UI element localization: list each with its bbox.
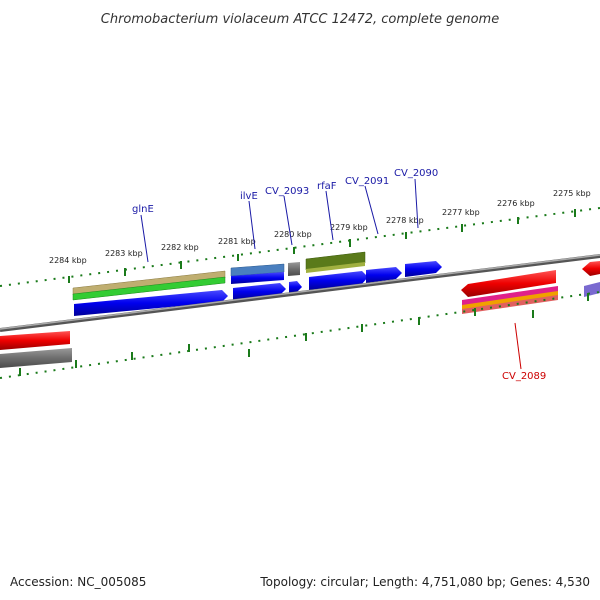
- tick-label: 2275 kbp: [553, 189, 591, 198]
- olive-lower-band: [306, 262, 365, 273]
- tick-label: 2284 kbp: [49, 256, 87, 265]
- gene-label-cv2090: CV_2090: [394, 168, 438, 179]
- tick-label: 2282 kbp: [161, 243, 199, 252]
- glnE-cds-arrow: [74, 290, 228, 316]
- purple-band-feature: [584, 282, 600, 297]
- tick-label: 2280 kbp: [274, 230, 312, 239]
- tick-label: 2281 kbp: [218, 237, 256, 246]
- genome-backbone: [0, 254, 600, 332]
- page-title: Chromobacterium violaceum ATCC 12472, co…: [101, 12, 499, 27]
- forward-cds-arrows: [74, 261, 442, 316]
- gene-leader-lines: [140, 178, 522, 370]
- tick-label: 2283 kbp: [105, 249, 143, 258]
- right-edge-red-arrow: [582, 261, 600, 276]
- leader-glnE: [140, 214, 149, 263]
- accession-text: Accession: NC_005085: [10, 575, 146, 589]
- orange-band-feature: [462, 291, 558, 310]
- reverse-cds-arrows: [0, 261, 600, 368]
- gene-label-ilvE: ilvE: [240, 191, 258, 202]
- tick-label: 2279 kbp: [330, 223, 368, 232]
- cv2090-cds-arrow: [405, 261, 442, 277]
- cv2093-cds-arrow: [289, 281, 302, 293]
- upper-tick-track: [0, 207, 600, 287]
- backbone-line-inner: [0, 254, 600, 330]
- cv2091-cds-arrow: [366, 267, 402, 283]
- gray-band-feature: [288, 262, 300, 276]
- left-gray-band-feature: [0, 348, 72, 368]
- leader-cv2091: [364, 185, 379, 235]
- blue-band-under-steel: [231, 272, 284, 284]
- gene-label-cv2093: CV_2093: [265, 186, 309, 197]
- genome-summary-text: Topology: circular; Length: 4,751,080 bp…: [259, 575, 590, 589]
- gene-label-cv2091: CV_2091: [345, 176, 389, 187]
- leader-cv2093: [283, 195, 293, 246]
- backbone-line-outer: [0, 254, 600, 332]
- rfaF-cds-arrow: [309, 271, 368, 290]
- gene-label-rfaF: rfaF: [317, 181, 337, 192]
- leader-ilvE: [248, 200, 256, 250]
- gene-label-glnE: glnE: [132, 204, 154, 215]
- tick-label: 2277 kbp: [442, 208, 480, 217]
- leader-cv2089: [514, 322, 522, 370]
- upper-tick-dotted-line: [0, 207, 600, 287]
- tick-labels: 2284 kbp 2283 kbp 2282 kbp 2281 kbp 2280…: [49, 189, 591, 265]
- tick-label: 2276 kbp: [497, 199, 535, 208]
- left-red-cds-block: [0, 331, 70, 350]
- gene-label-cv2089: CV_2089: [502, 371, 546, 382]
- magenta-band-feature: [462, 286, 558, 306]
- leader-cv2090: [414, 178, 419, 229]
- leader-rfaF: [325, 190, 334, 241]
- cv2089-cds-arrow: [461, 270, 556, 297]
- gene-labels: glnE ilvE CV_2093 rfaF CV_2091 CV_2090 C…: [132, 168, 546, 382]
- green-band-feature: [72, 276, 226, 301]
- upper-feature-bands: [72, 251, 366, 301]
- lower-tick-track: [0, 291, 600, 379]
- tick-label: 2278 kbp: [386, 216, 424, 225]
- pink-band-feature: [462, 295, 558, 314]
- lower-tick-dotted-line: [0, 291, 600, 379]
